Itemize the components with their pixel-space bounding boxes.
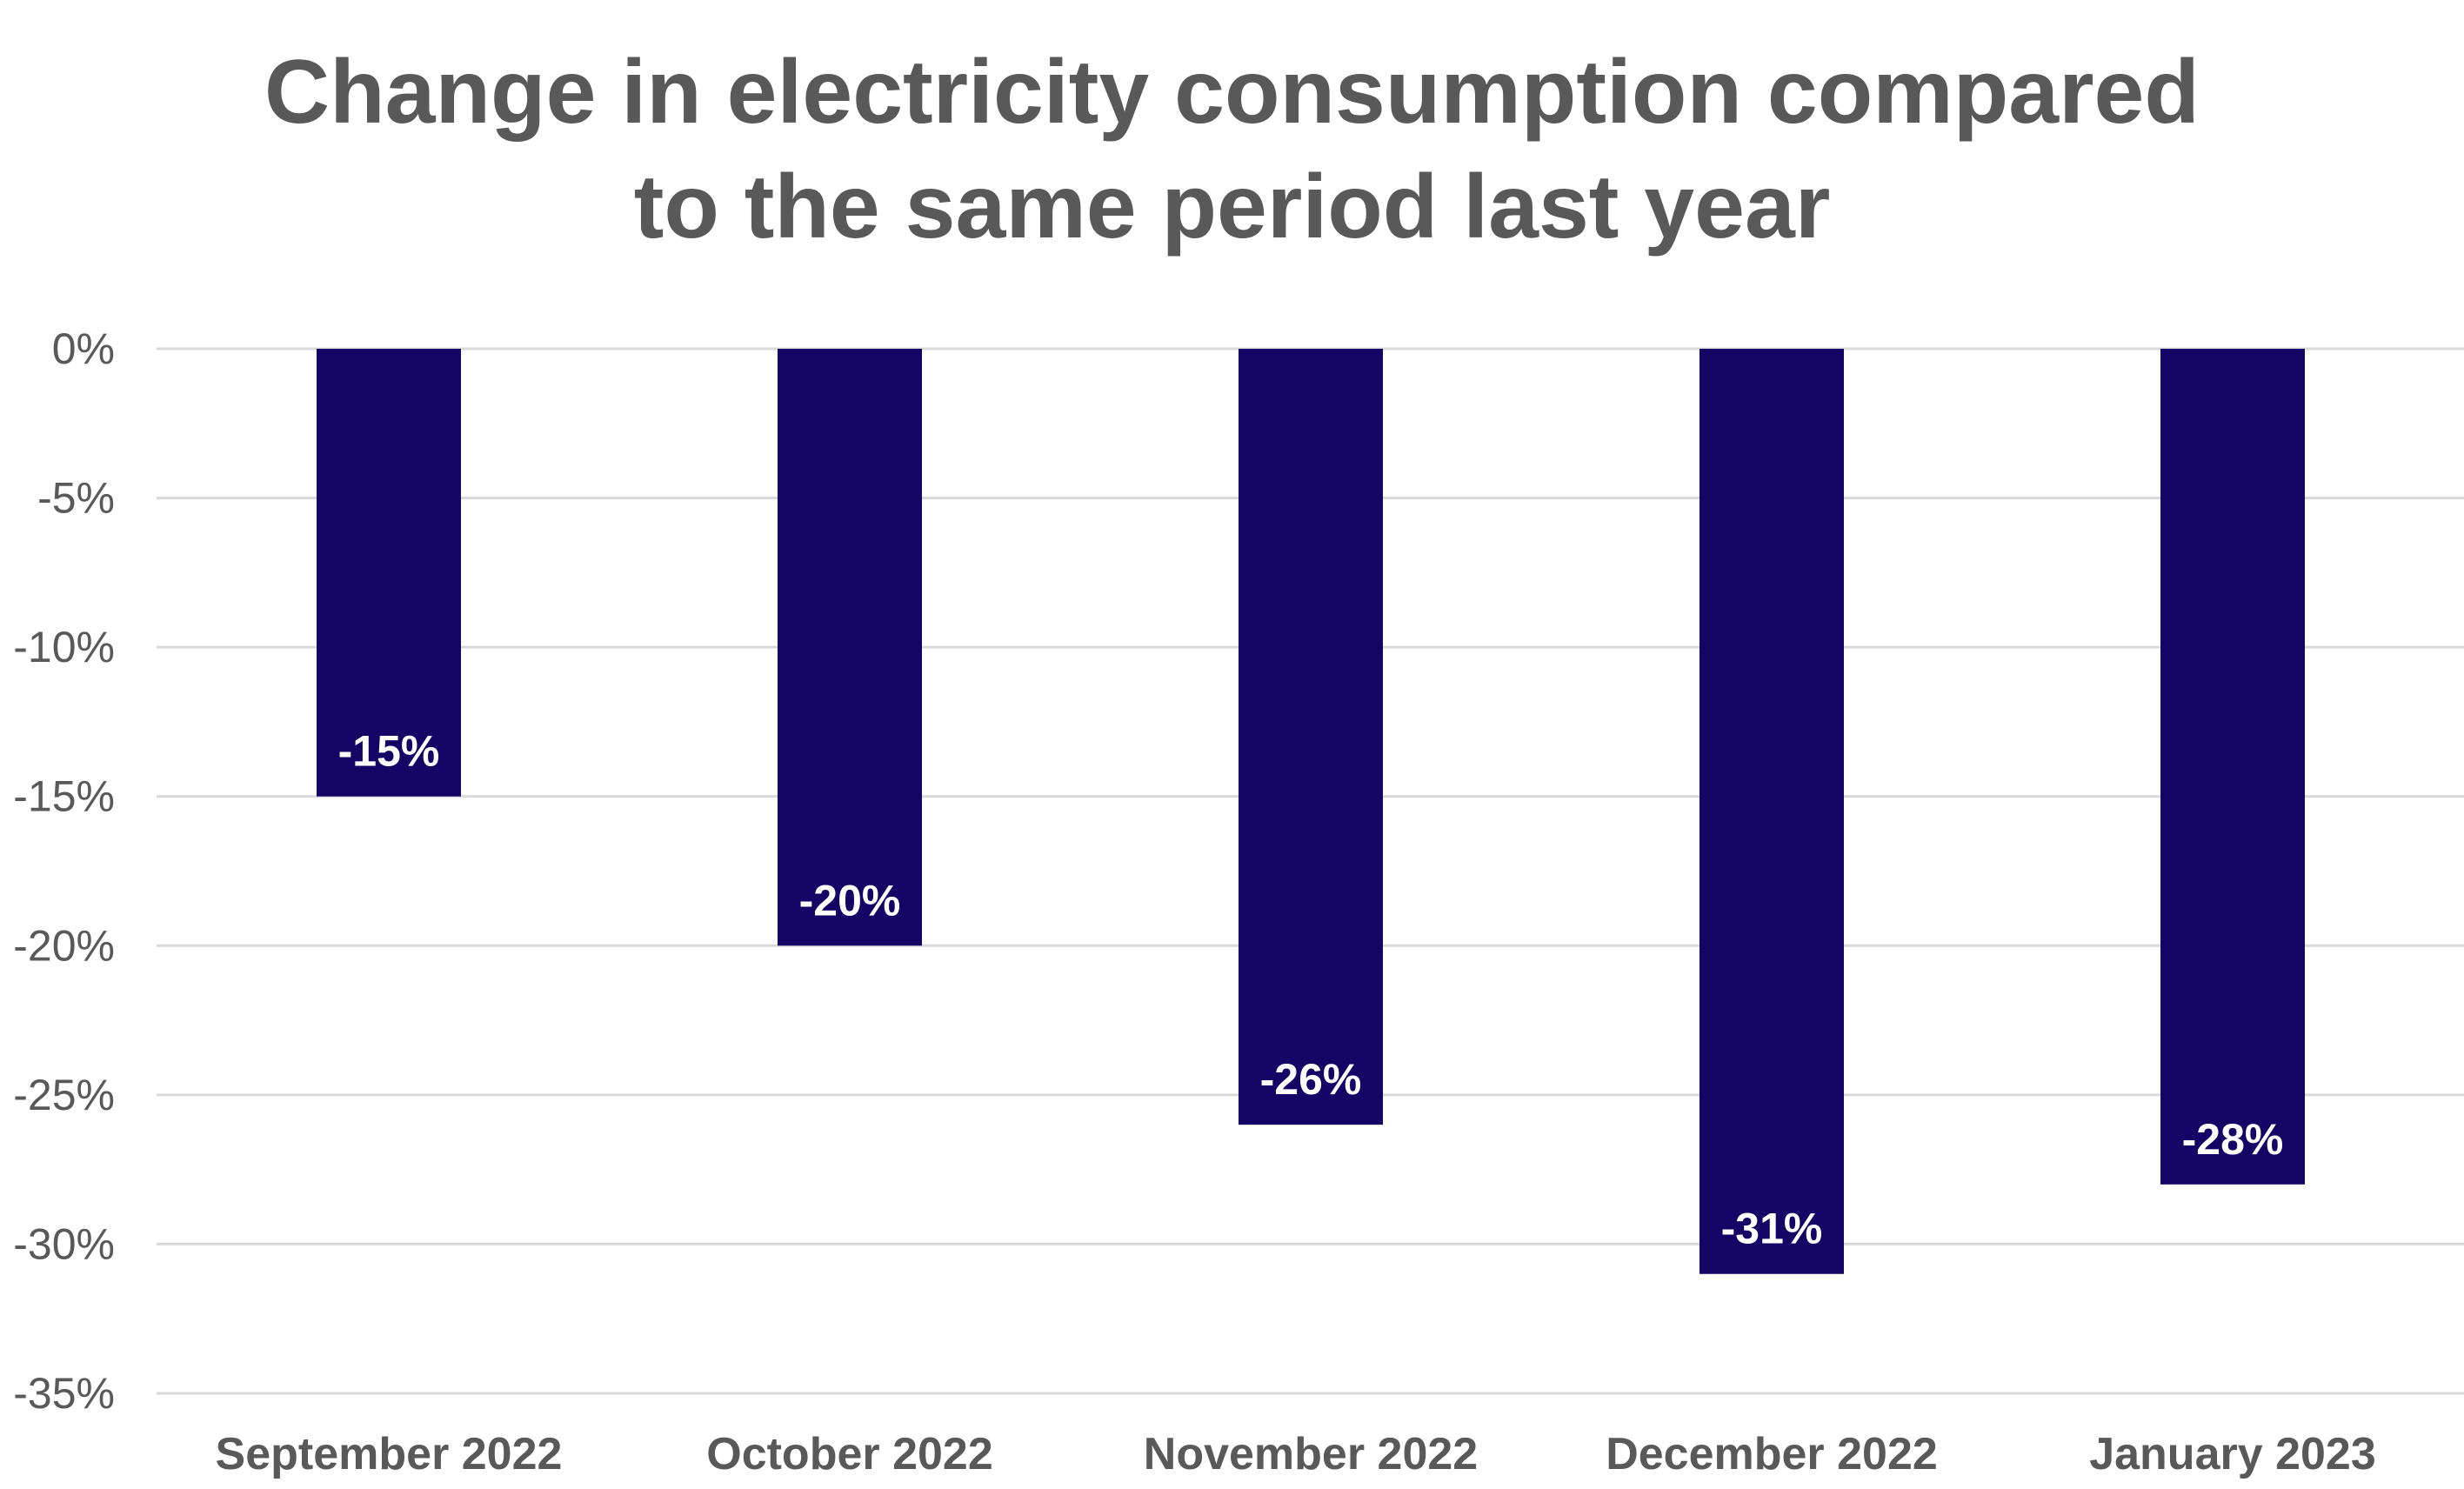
x-category-label: December 2022 bbox=[1606, 1429, 1938, 1479]
bars bbox=[317, 349, 2305, 1274]
chart-title-line-2: to the same period last year bbox=[633, 157, 1831, 257]
y-tick-label: -25% bbox=[13, 1071, 115, 1119]
x-category-label: October 2022 bbox=[706, 1429, 993, 1479]
chart-title: Change in electricity consumption compar… bbox=[0, 35, 2464, 264]
y-tick-label: -35% bbox=[13, 1369, 115, 1418]
y-tick-label: -30% bbox=[13, 1219, 115, 1268]
data-label: -20% bbox=[799, 876, 901, 925]
data-label: -28% bbox=[2182, 1115, 2284, 1164]
x-category-label: September 2022 bbox=[216, 1429, 563, 1479]
data-labels: -15% -20% -26% -31% -28% bbox=[338, 727, 2284, 1253]
bar bbox=[1699, 349, 1844, 1274]
y-tick-label: -15% bbox=[13, 772, 115, 821]
bar bbox=[2160, 349, 2305, 1185]
x-category-label: January 2023 bbox=[2089, 1429, 2376, 1479]
bar bbox=[317, 349, 461, 797]
data-label: -15% bbox=[338, 727, 440, 776]
y-tick-label: 0% bbox=[52, 324, 115, 373]
y-tick-label: -10% bbox=[13, 623, 115, 671]
y-tick-label: -20% bbox=[13, 921, 115, 970]
bar bbox=[1239, 349, 1383, 1125]
x-axis-category-labels: September 2022 October 2022 November 2022 D… bbox=[216, 1429, 2376, 1479]
bar bbox=[778, 349, 922, 946]
chart-title-line-1: Change in electricity consumption compar… bbox=[264, 42, 2200, 143]
y-axis-tick-labels: 0% -5% -10% -15% -20% -25% -30% -35% bbox=[13, 324, 115, 1418]
y-tick-label: -5% bbox=[37, 474, 115, 523]
data-label: -26% bbox=[1260, 1055, 1362, 1104]
x-category-label: November 2022 bbox=[1144, 1429, 1478, 1479]
data-label: -31% bbox=[1721, 1205, 1823, 1253]
